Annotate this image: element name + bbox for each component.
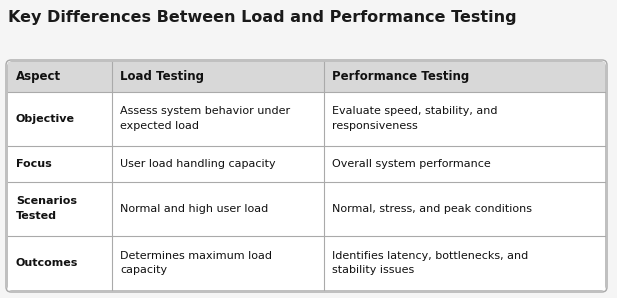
Text: Key Differences Between Load and Performance Testing: Key Differences Between Load and Perform…	[8, 10, 516, 25]
Text: Performance Testing: Performance Testing	[333, 70, 470, 83]
Text: Objective: Objective	[16, 114, 75, 124]
Text: Identifies latency, bottlenecks, and
stability issues: Identifies latency, bottlenecks, and sta…	[333, 251, 529, 275]
Bar	[8, 92, 605, 146]
Text: Load Testing: Load Testing	[120, 70, 204, 83]
Bar	[8, 236, 605, 290]
Text: Scenarios
Tested: Scenarios Tested	[16, 196, 77, 221]
Text: Normal, stress, and peak conditions: Normal, stress, and peak conditions	[333, 204, 532, 214]
Bar	[8, 146, 605, 182]
Bar	[8, 62, 605, 92]
Text: Evaluate speed, stability, and
responsiveness: Evaluate speed, stability, and responsiv…	[333, 106, 498, 131]
FancyBboxPatch shape	[8, 62, 605, 290]
Text: User load handling capacity: User load handling capacity	[120, 159, 276, 169]
Text: Assess system behavior under
expected load: Assess system behavior under expected lo…	[120, 106, 291, 131]
Text: Overall system performance: Overall system performance	[333, 159, 491, 169]
Text: Outcomes: Outcomes	[16, 258, 78, 268]
Text: Focus: Focus	[16, 159, 52, 169]
Bar	[8, 182, 605, 236]
Text: Aspect: Aspect	[16, 70, 61, 83]
Text: Normal and high user load: Normal and high user load	[120, 204, 269, 214]
Text: Determines maximum load
capacity: Determines maximum load capacity	[120, 251, 273, 275]
